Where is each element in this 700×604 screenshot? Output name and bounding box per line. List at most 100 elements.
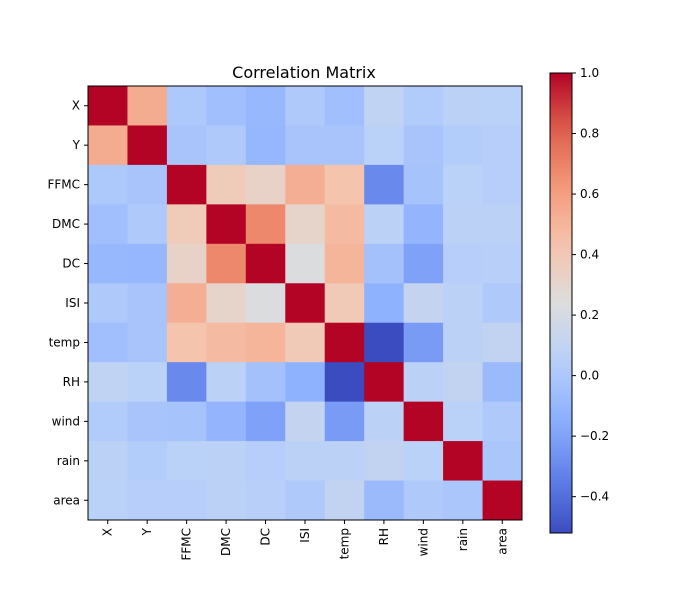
colorbar-tick-label: −0.2 — [580, 429, 609, 443]
heatmap-cell — [127, 441, 168, 482]
heatmap-cell — [364, 362, 405, 403]
heatmap-cell — [324, 401, 365, 442]
heatmap-cell — [285, 164, 326, 205]
heatmap-cell — [127, 204, 168, 245]
heatmap-cell — [88, 480, 128, 521]
heatmap-cell — [324, 322, 365, 363]
heatmap-cell — [324, 125, 365, 166]
heatmap-cell — [206, 322, 247, 363]
heatmap-cell — [443, 401, 484, 442]
heatmap-cell — [324, 243, 365, 284]
heatmap-cell — [206, 283, 247, 324]
heatmap-cell — [245, 86, 286, 126]
heatmap-cell — [285, 401, 326, 442]
heatmap-cell — [443, 86, 484, 126]
y-tick-label: RH — [63, 375, 80, 389]
y-tick-label: DC — [62, 257, 80, 271]
heatmap-cell — [88, 164, 128, 205]
heatmap-cell — [403, 322, 444, 363]
heatmap-cell — [443, 204, 484, 245]
heatmap-cell — [324, 362, 365, 403]
heatmap-cell — [127, 86, 168, 126]
heatmap-cell — [166, 164, 207, 205]
heatmap-cell — [245, 362, 286, 403]
heatmap-cell — [166, 125, 207, 166]
x-tick-label: DMC — [219, 528, 233, 556]
heatmap-cell — [166, 204, 207, 245]
y-axis-ticks: X Y FFMC DMC DC ISI temp RH wind rain area — [47, 99, 88, 507]
x-tick-label: FFMC — [180, 528, 194, 561]
colorbar-tick-label: 1.0 — [580, 66, 599, 80]
heatmap-cell — [88, 401, 128, 442]
heatmap-cell — [206, 441, 247, 482]
heatmap-cell — [403, 164, 444, 205]
heatmap-cell — [364, 401, 405, 442]
heatmap-cell — [324, 164, 365, 205]
heatmap-cell — [166, 86, 207, 126]
heatmap-cell — [245, 204, 286, 245]
heatmap-cell — [285, 125, 326, 166]
heatmap-cell — [482, 441, 523, 482]
heatmap-cell — [482, 362, 523, 403]
heatmap-cell — [403, 243, 444, 284]
heatmap-cell — [364, 164, 405, 205]
heatmap-cell — [127, 401, 168, 442]
heatmap-cell — [482, 283, 523, 324]
heatmap-cell — [88, 362, 128, 403]
heatmap-cell — [443, 441, 484, 482]
heatmap-cell — [403, 283, 444, 324]
heatmap-cell — [206, 362, 247, 403]
heatmap-cell — [285, 86, 326, 126]
heatmap-cell — [482, 86, 523, 126]
heatmap-cell — [166, 441, 207, 482]
heatmap-cell — [482, 125, 523, 166]
heatmap-cell — [482, 322, 523, 363]
heatmap-cell — [364, 441, 405, 482]
heatmap-cell — [285, 441, 326, 482]
x-tick-label: wind — [416, 528, 430, 556]
chart-title: Correlation Matrix — [232, 63, 376, 82]
heatmap-cell — [166, 480, 207, 521]
heatmap-cell — [127, 164, 168, 205]
heatmap-cell — [364, 283, 405, 324]
heatmap-cell — [166, 401, 207, 442]
heatmap-cell — [443, 283, 484, 324]
heatmap-cell — [88, 243, 128, 284]
heatmap-cell — [166, 243, 207, 284]
heatmap-cell — [403, 86, 444, 126]
heatmap-cell — [206, 164, 247, 205]
heatmap-cell — [245, 322, 286, 363]
heatmap-cell — [285, 283, 326, 324]
heatmap-cell — [443, 125, 484, 166]
colorbar-tick-label: 0.0 — [580, 369, 599, 383]
colorbar-gradient — [550, 73, 572, 533]
y-tick-label: rain — [57, 454, 80, 468]
heatmap-cell — [324, 204, 365, 245]
heatmap-cell — [324, 480, 365, 521]
heatmap-cell — [166, 362, 207, 403]
x-tick-label: rain — [456, 528, 470, 551]
heatmap-cell — [364, 125, 405, 166]
heatmap-cell — [364, 480, 405, 521]
heatmap-cell — [443, 164, 484, 205]
x-tick-label: RH — [377, 528, 391, 545]
heatmap-cell — [88, 441, 128, 482]
y-tick-label: DMC — [52, 217, 80, 231]
heatmap-cell — [285, 243, 326, 284]
heatmap-cells — [88, 86, 523, 521]
colorbar-tick-label: 0.6 — [580, 187, 599, 201]
heatmap-cell — [206, 86, 247, 126]
heatmap-cell — [285, 362, 326, 403]
y-tick-label: area — [53, 493, 80, 507]
heatmap-cell — [324, 86, 365, 126]
colorbar-border — [549, 72, 573, 534]
heatmap-cell — [482, 204, 523, 245]
y-tick-label: Y — [72, 138, 81, 152]
x-tick-label: area — [495, 528, 509, 555]
heatmap-cell — [324, 441, 365, 482]
heatmap-cell — [88, 322, 128, 363]
heatmap-cell — [245, 441, 286, 482]
x-tick-label: ISI — [298, 528, 312, 543]
heatmap-cell — [206, 204, 247, 245]
